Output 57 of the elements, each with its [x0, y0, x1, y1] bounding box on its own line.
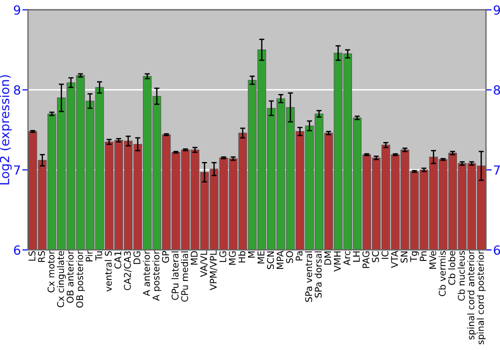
- x-tick-label: Cb vermis: [438, 251, 446, 296]
- x-tick-label: Pn: [420, 251, 427, 261]
- y-tick-label: 6: [14, 245, 20, 255]
- x-tick-label: LS: [28, 251, 36, 261]
- y-tick-label: 9: [14, 5, 20, 15]
- x-tick-label: SCN: [267, 251, 274, 270]
- y-tick-label: 8: [14, 85, 20, 95]
- x-tick-label: spinal cord posterior: [476, 250, 486, 344]
- x-tick-label: VPM/VPL: [210, 250, 218, 290]
- x-tick-label: ventral S: [104, 251, 112, 292]
- x-tick-label: Cb lobe: [448, 251, 456, 285]
- x-tick-label: MVe: [429, 251, 436, 269]
- x-tick-label: Hb: [238, 251, 246, 262]
- x-tick-label: OB posterior: [76, 250, 85, 308]
- x-tick-label: VTA: [391, 250, 398, 268]
- x-tick-label: A posterior: [152, 250, 162, 301]
- x-tick-label: Cb nucleus: [458, 251, 465, 301]
- y2-tick-label: 8: [494, 85, 500, 95]
- x-tick-label: A anterior: [142, 250, 150, 296]
- x-tick-label: LH: [353, 251, 360, 262]
- x-tick-label: M: [248, 251, 255, 258]
- x-tick-label: VMH: [334, 251, 341, 272]
- x-tick-label: RS: [38, 251, 45, 262]
- y2-tick-label: 6: [494, 245, 500, 255]
- y-axis-title: Log2 (expression): [0, 75, 12, 184]
- x-tick-label: CA2/CA3: [124, 251, 132, 290]
- x-tick-label: CPu lateral: [171, 251, 179, 300]
- x-tick-label: DG: [133, 251, 140, 264]
- y2-tick-label: 9: [494, 5, 500, 15]
- x-tick-label: GP: [162, 250, 170, 263]
- x-tick-label: SO: [286, 251, 294, 264]
- y-tick-label: 7: [14, 166, 20, 175]
- x-tick-label: spinal cord anterior: [467, 250, 476, 340]
- x-tick-label: PAG: [362, 251, 370, 268]
- x-tick-label: Cx motor: [48, 250, 55, 292]
- x-tick-label: SPa ventral: [305, 251, 312, 302]
- x-tick-label: LG: [219, 251, 226, 262]
- x-tick-label: VA/VL: [200, 250, 208, 277]
- x-tick-label: Pa: [296, 251, 303, 260]
- x-tick-label: IC: [382, 251, 388, 259]
- x-tick-label: ME: [258, 251, 264, 264]
- x-tick-label: CPu medial: [181, 251, 188, 302]
- x-tick-label: Cx cingulate: [56, 251, 66, 308]
- x-tick-label: SN: [400, 251, 408, 263]
- y2-tick-label: 7: [494, 166, 500, 175]
- x-tick-label: Tu: [95, 251, 102, 261]
- x-tick-label: Arc: [343, 251, 350, 266]
- x-tick-label: OB anterior: [66, 250, 74, 303]
- x-tick-label: SC: [372, 251, 379, 262]
- x-tick-label: Pir: [86, 250, 93, 262]
- x-tick-label: MG: [228, 251, 236, 265]
- x-tick-label: MPA: [276, 250, 284, 269]
- x-tick-label: MD: [190, 251, 198, 265]
- x-tick-label: Tg: [410, 251, 419, 262]
- x-tick-label: CA1: [114, 251, 122, 269]
- x-tick-label: DM: [324, 251, 332, 265]
- x-tick-label: SPa dorsal: [314, 251, 322, 298]
